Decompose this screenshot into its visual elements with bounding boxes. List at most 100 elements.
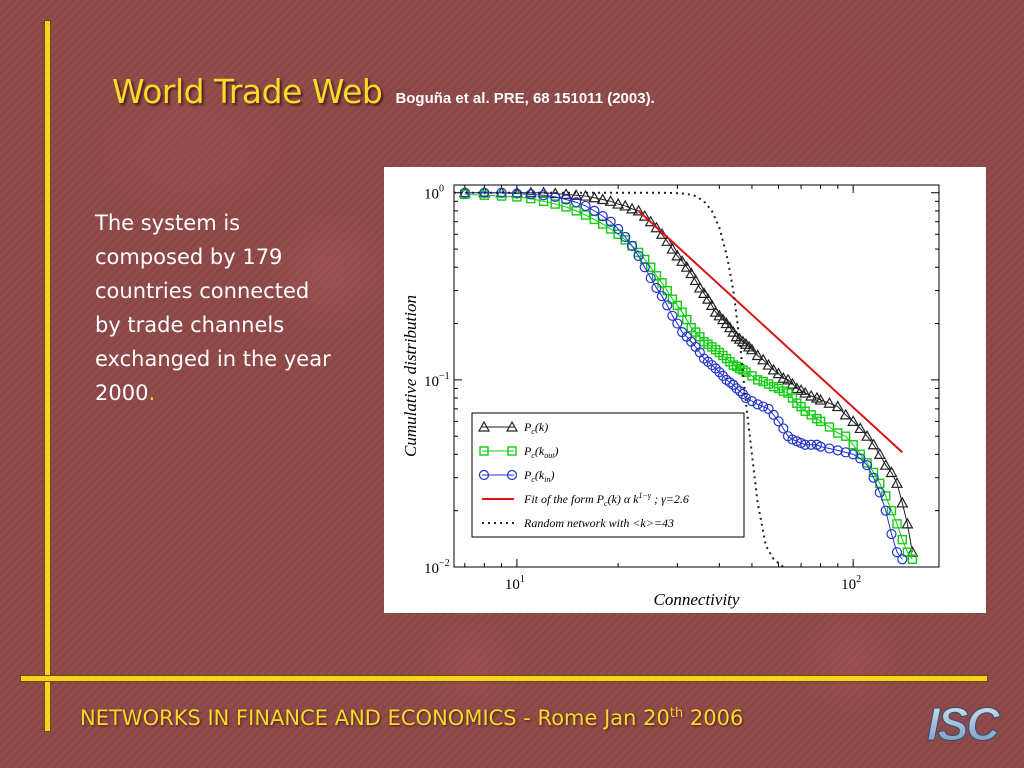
series-0-point xyxy=(757,353,770,365)
series-0-point xyxy=(644,215,657,227)
series-2-point xyxy=(597,211,608,222)
series-0-point xyxy=(560,188,573,199)
series-1-point xyxy=(824,422,835,432)
series-line-4 xyxy=(454,191,784,567)
series-2-point xyxy=(891,547,903,558)
series-2-point xyxy=(874,487,885,498)
slide-title: World Trade Web xyxy=(112,72,383,111)
series-0-point xyxy=(861,429,874,441)
series-0-point xyxy=(847,415,860,426)
logo-text: ISC xyxy=(927,698,1000,746)
series-0-point xyxy=(762,358,775,370)
series-2-point xyxy=(840,447,851,458)
series-0-point xyxy=(831,400,844,412)
series-0-point xyxy=(596,193,609,205)
vertical-accent-bar xyxy=(44,20,51,732)
series-0-point xyxy=(701,292,714,304)
series-0-point xyxy=(745,343,758,355)
series-2-point xyxy=(886,528,897,540)
series-2-point xyxy=(768,409,779,420)
y-tick-label: 100 xyxy=(424,184,444,203)
series-1-point xyxy=(907,554,918,564)
series-0-point xyxy=(751,349,764,361)
series-line-3 xyxy=(637,210,903,454)
body-text: The system is composed by 179 countries … xyxy=(95,211,331,405)
series-0-point xyxy=(588,191,601,203)
series-2-point xyxy=(880,505,891,516)
footer-main: NETWORKS IN FINANCE AND ECONOMICS - Rome… xyxy=(80,706,670,730)
footer: NETWORKS IN FINANCE AND ECONOMICS - Rome… xyxy=(80,706,743,730)
series-0-point xyxy=(814,393,827,405)
series-2-point xyxy=(613,223,624,235)
series-0-point xyxy=(632,204,645,216)
legend-swatch-marker xyxy=(507,446,517,456)
series-0-point xyxy=(612,197,625,209)
series-0-point xyxy=(890,477,904,488)
series-2-point xyxy=(861,460,873,471)
legend-label: Pc(kin) xyxy=(523,468,554,484)
series-0-point xyxy=(680,260,693,272)
series-1-point xyxy=(662,285,672,296)
series-1-point xyxy=(561,202,571,212)
series-2-point xyxy=(672,318,683,329)
series-1-point xyxy=(768,381,779,392)
y-tick-label: 10−1 xyxy=(424,371,450,390)
series-0-point xyxy=(879,458,892,470)
chart-figure: 101 102 100 10−1 10−2 Connectivity Cumulative … xyxy=(384,167,986,613)
series-1-point xyxy=(897,534,907,545)
legend-swatch-marker xyxy=(478,469,490,481)
series-2-point xyxy=(758,401,769,412)
series-0-point xyxy=(570,188,583,200)
series-1-point xyxy=(646,262,656,272)
series-0-point xyxy=(799,386,812,398)
series-2-point xyxy=(580,200,591,212)
series-1-point xyxy=(496,191,507,201)
series-1-point xyxy=(886,505,897,516)
series-2-point xyxy=(538,190,549,201)
legend-swatch-marker xyxy=(477,420,491,432)
series-1-point xyxy=(848,440,858,450)
series-0-point xyxy=(873,448,886,459)
horizontal-accent-bar xyxy=(20,675,988,682)
x-axis-label: Connectivity xyxy=(654,590,740,609)
body-text-end: . xyxy=(148,381,156,405)
series-0-point xyxy=(685,267,698,279)
series-2-point xyxy=(571,197,582,208)
series-2-point xyxy=(633,250,644,261)
series-2-point xyxy=(752,399,763,410)
series-2-point xyxy=(721,374,732,385)
series-2-point xyxy=(778,423,789,434)
series-0-point xyxy=(901,517,914,529)
series-0-point xyxy=(579,189,592,201)
series-line-2 xyxy=(464,192,903,560)
series-2-point xyxy=(763,403,774,414)
plot-frame xyxy=(453,184,940,568)
legend-swatch-marker xyxy=(479,446,489,456)
series-0-point xyxy=(867,438,880,450)
series-2-point xyxy=(773,416,784,427)
series-2-point xyxy=(714,367,725,378)
series-1-point xyxy=(763,379,774,389)
series-1-point xyxy=(815,416,826,427)
isc-logo: ISC xyxy=(925,696,1020,751)
series-1-point xyxy=(512,192,522,202)
series-1-point xyxy=(773,383,784,394)
legend-label: Pc(kout) xyxy=(523,444,558,460)
series-0-point xyxy=(727,325,740,337)
y-axis-label: Cumulative distribution xyxy=(401,295,420,457)
series-0-point xyxy=(854,422,867,434)
series-2-point xyxy=(651,282,662,294)
citation: Boguña et al. PRE, 68 151011 (2003). xyxy=(395,90,655,107)
legend-swatch-marker xyxy=(505,420,519,432)
series-1-point xyxy=(657,278,667,288)
series-1-point xyxy=(758,376,768,387)
x-tick-label: 101 xyxy=(505,574,525,593)
series-0-point xyxy=(896,496,909,508)
series-2-point xyxy=(656,291,668,302)
series-0-point xyxy=(619,199,632,211)
series-0-point xyxy=(720,317,733,329)
series-2-point xyxy=(734,386,745,397)
series-2-point xyxy=(800,439,811,450)
body-paragraph: The system is composed by 179 countries … xyxy=(95,206,335,410)
series-1-point xyxy=(881,491,891,501)
